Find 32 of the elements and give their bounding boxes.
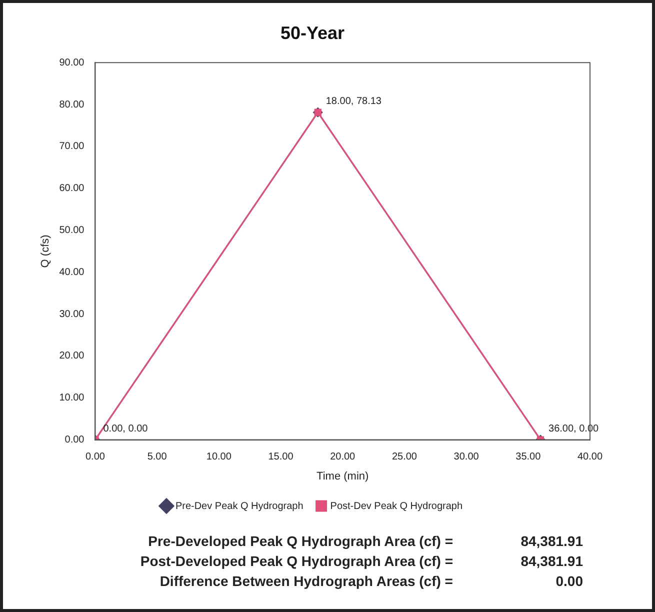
x-tick-label: 5.00 — [147, 452, 168, 463]
x-tick-label: 25.00 — [392, 452, 418, 463]
y-tick-label: 50.00 — [59, 224, 85, 236]
y-tick-label: 40.00 — [59, 266, 85, 278]
y-tick-label: 20.00 — [59, 350, 85, 362]
y-tick-label: 0.00 — [64, 434, 85, 446]
text: 84,381.91 — [520, 533, 583, 549]
x-tick-label: 35.00 — [516, 452, 542, 463]
legend-label: Pre-Dev Peak Q Hydrograph — [175, 500, 304, 512]
y-tick-label: 90.00 — [59, 57, 85, 68]
x-tick-label: 30.00 — [454, 452, 480, 463]
text: 0.00 — [554, 573, 583, 589]
data-label: 18.00, 78.13 — [326, 96, 382, 108]
y-tick-label: 10.00 — [59, 392, 85, 404]
x-tick-label: 40.00 — [577, 452, 603, 463]
legend-label: Post-Dev Peak Q Hydrograph — [330, 500, 463, 512]
y-tick-label: 70.00 — [59, 141, 85, 152]
text: Post-Developed Peak Q Hydrograph Area (cf) = — [139, 553, 453, 569]
text: Difference Between Hydrograph Areas (cf) = — [158, 573, 453, 589]
x-tick-label: 15.00 — [268, 452, 294, 463]
y-axis-title: Q (cfs) — [40, 234, 52, 268]
text: 84,381.91 — [520, 553, 583, 569]
y-tick-label: 60.00 — [59, 183, 85, 194]
y-tick-label: 30.00 — [59, 308, 85, 320]
x-tick-label: 20.00 — [330, 452, 356, 463]
x-tick-label: 10.00 — [206, 452, 232, 463]
y-tick-label: 80.00 — [59, 99, 85, 110]
text: Pre-Developed Peak Q Hydrograph Area (cf) = — [147, 533, 453, 549]
x-axis-title: Time (min) — [316, 470, 369, 482]
chart-title: 50-Year — [280, 22, 345, 43]
data-label: 0.00, 0.00 — [103, 424, 148, 435]
x-tick-label: 0.00 — [85, 452, 106, 463]
